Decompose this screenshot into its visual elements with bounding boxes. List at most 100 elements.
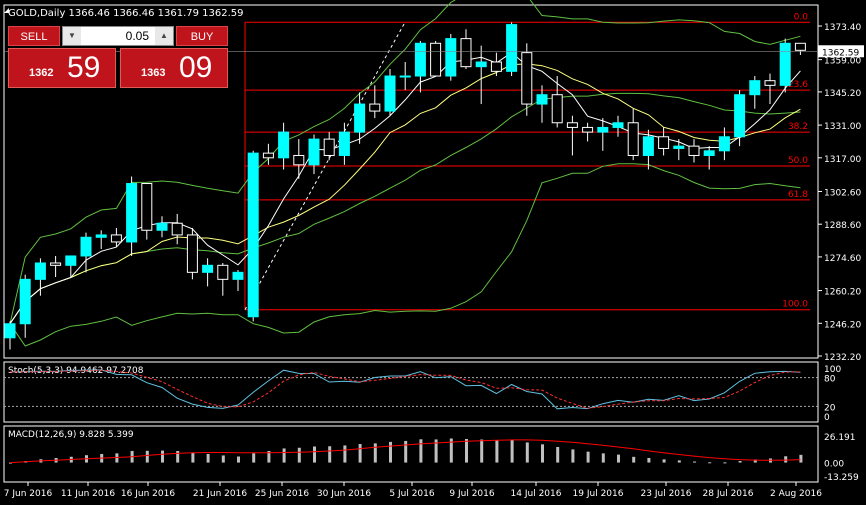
macd-histogram-bar [221,455,225,463]
stoch-pane-frame [3,361,819,423]
candle-body [126,183,138,243]
lot-up-arrow-icon[interactable]: ▲ [155,27,173,45]
current-price-label: 1362.59 [822,48,859,58]
stoch-signal-line [9,369,801,409]
price-axis-label: 1246.20 [824,320,861,330]
price-axis-label: 1274.60 [824,254,861,264]
candle-body [278,131,290,159]
macd-histogram-bar [510,439,514,463]
bollinger-lower [9,163,801,347]
candle-body [95,234,107,238]
price-axis-label: 1373.40 [824,23,861,33]
macd-histogram-bar [343,445,347,463]
stoch-axis-label: 0 [824,413,830,423]
buy-price-box[interactable]: 1363 09 [120,48,228,88]
candle-body [156,222,168,231]
fib-level-label: 61.8 [788,190,808,200]
fib-level-label: 38.2 [788,122,808,132]
candle-body [308,138,320,166]
candle-body [475,61,487,68]
fib-level-label: 23.6 [788,80,808,90]
bollinger-upper [9,0,801,324]
fib-level-label: 50.0 [788,156,808,166]
lot-down-arrow-icon[interactable]: ▼ [63,27,81,45]
fib-level-label: 100.0 [782,300,808,310]
lot-size-value: 0.05 [125,29,149,43]
price-axis-label: 1288.60 [824,221,861,231]
candle-body [764,80,776,86]
macd-histogram-bar [191,452,195,463]
macd-histogram-bar [708,462,712,464]
candle-body [794,42,806,51]
candle-body [141,183,153,231]
sell-price-box[interactable]: 1362 59 [8,48,116,88]
candle-body [232,271,244,280]
candle-body [338,131,350,156]
candle-body [262,152,274,159]
macd-histogram-bar [525,442,529,463]
macd-histogram-bar [723,462,727,464]
stoch-axis-label: 80 [824,375,836,385]
candle-body [597,126,609,133]
price-axis-label: 1317.00 [824,155,861,165]
macd-histogram-bar [662,459,666,463]
candle-body [384,75,396,112]
macd-histogram-bar [434,439,438,463]
chart-title-triangle-icon [4,8,9,13]
macd-histogram-bar [495,440,499,463]
sell-button[interactable]: SELL [8,26,60,46]
time-axis-label: 28 Jul 2016 [703,489,754,499]
candle-body [658,136,670,149]
candle-body [171,222,183,236]
chart-title-symbol: GOLD,Daily 1366.46 1366.46 1361.79 1362.… [8,8,244,19]
macd-histogram-bar [693,461,696,463]
candle-body [202,264,214,273]
buy-price-pips: 09 [179,51,213,84]
macd-axis-label: 26.191 [824,433,856,443]
candle-body [354,103,366,133]
candle-body [521,52,533,105]
macd-histogram-bar [373,443,377,463]
candle-body [323,138,335,156]
macd-histogram-bar [753,459,757,463]
macd-histogram-bar [601,453,605,463]
candle-body [642,136,654,156]
candle-body [703,150,715,156]
ma-slow-line [9,63,801,324]
main-pane-frame [3,4,819,359]
candle-body [80,236,92,257]
time-axis-label: 23 Jul 2016 [641,489,692,499]
price-axis-label: 1331.00 [824,122,861,132]
macd-histogram-bar [449,438,453,463]
macd-histogram-bar [404,440,408,463]
candle-body [4,323,16,339]
candle-body [65,255,77,266]
current-price-tag [818,45,864,58]
candle-body [186,234,198,273]
time-axis-label: 7 Jun 2016 [4,489,53,499]
macd-histogram-bar [647,457,651,463]
time-axis-label: 16 Jun 2016 [121,489,175,499]
macd-histogram-bar [297,447,301,463]
macd-axis-label: 0.00 [824,460,844,470]
time-axis-label: 19 Jul 2016 [573,489,624,499]
lot-size-input[interactable]: ▼ 0.05 ▲ [62,26,174,46]
macd-histogram-bar [677,460,681,463]
time-axis-label: 14 Jul 2016 [511,489,562,499]
macd-histogram-bar [556,447,560,463]
fib-trend-line [244,22,406,310]
macd-histogram-bar [161,450,164,463]
buy-button[interactable]: BUY [176,26,228,46]
macd-histogram-bar [784,456,788,463]
time-axis-label: 9 Jul 2016 [449,489,494,499]
candle-body [490,61,502,72]
candle-body [718,136,730,152]
candle-body [536,94,548,105]
candle-body [19,278,31,325]
candle-body [369,103,381,112]
candle-body [688,145,700,156]
macd-histogram-bar [799,454,803,463]
candle-body [551,94,563,124]
macd-histogram-bar [419,439,423,463]
